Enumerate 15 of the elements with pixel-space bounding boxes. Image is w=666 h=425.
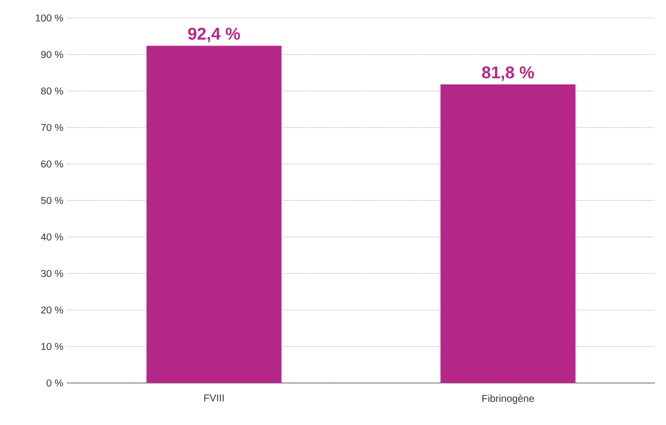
y-tick-label: 0 % xyxy=(46,379,64,387)
y-tick-label: 70 % xyxy=(41,124,64,132)
y-tick-label: 30 % xyxy=(41,270,64,278)
y-tick-label: 40 % xyxy=(40,233,64,241)
y-tick-label: 50 % xyxy=(41,196,64,204)
x-tick-label: FVIII xyxy=(204,394,224,402)
x-tick-label: Fibrinogène xyxy=(482,394,534,404)
y-tick-label: 80 % xyxy=(41,87,64,95)
data-label: 92,4 % xyxy=(188,28,240,42)
y-tick-label: 20 % xyxy=(41,306,64,314)
y-tick-label: 10 % xyxy=(41,342,64,350)
y-tick-label: 100 % xyxy=(36,14,64,22)
data-label: 81,8 % xyxy=(482,66,534,81)
y-tick-label: 60 % xyxy=(41,160,64,168)
y-tick-label: 90 % xyxy=(41,50,64,58)
